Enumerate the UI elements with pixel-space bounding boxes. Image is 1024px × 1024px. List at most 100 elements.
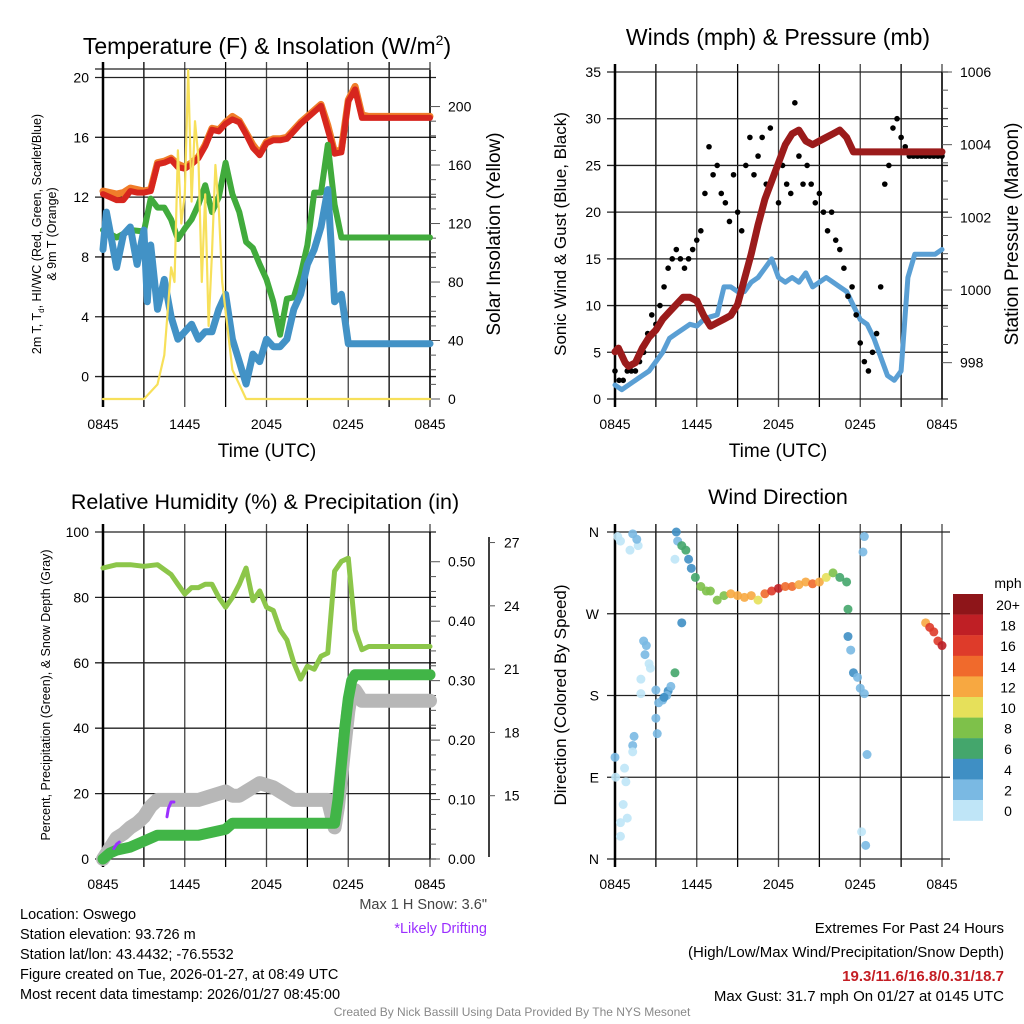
colorbar-label: 10 [1000,700,1016,716]
series-snow-depth [96,683,437,866]
direction-point [846,645,856,655]
direction-point [705,586,715,596]
series-heat-index-wind-chill [100,141,433,338]
gust-point [816,190,823,197]
direction-point [774,583,783,593]
direction-point [794,580,804,590]
gust-point [869,349,876,356]
chart-title: Temperature (F) & Insolation (W/m2) [83,32,451,59]
x-tick-label: 1445 [169,876,200,892]
gust-point [673,246,680,253]
x-axis-label: Time (UTC) [218,441,317,462]
series-sonic-wind [612,247,945,393]
direction-point [801,577,811,587]
gust-point [865,368,872,374]
y-tick-label: 0 [593,391,601,407]
colorbar-swatch [953,614,983,636]
x-tick-label: 1445 [169,416,200,432]
right-y-tick-label: 0.10 [448,792,475,808]
direction-point [814,577,824,587]
gust-point [669,256,676,262]
gust-point [751,171,757,178]
y-tick-label: 40 [73,720,89,736]
gust-point [890,125,896,131]
direction-point [670,668,680,678]
direction-point [652,729,662,739]
right-y-tick-label: 80 [448,274,464,290]
right-y-tick-label: 200 [448,99,472,115]
colorbar-swatch [953,697,983,718]
direction-point [780,582,790,591]
colorbar-swatch [953,738,983,759]
direction-point [843,604,853,614]
gust-point [841,265,847,272]
series-station-pressure [611,126,946,370]
gust-point [628,368,635,374]
x-tick-label: 1445 [681,876,712,892]
gust-point [796,153,802,159]
direction-point [853,672,863,682]
direction-point [842,577,852,587]
gust-point [616,377,622,384]
x-tick-label: 1445 [681,416,712,432]
direction-point [621,777,631,787]
series-2m-temp [100,86,433,204]
colorbar-label: 6 [1004,741,1012,757]
x-tick-label: 0845 [599,416,630,432]
direction-point [859,689,869,699]
direction-point [622,813,632,823]
extremes-subtitle: (High/Low/Max Wind/Precipitation/Snow De… [688,944,1004,961]
direction-point [629,731,639,741]
y-axis-label: Percent, Precipitation (Green), & Snow D… [39,549,53,840]
direction-tick-label: W [586,606,600,622]
y-tick-label: 20 [585,204,601,220]
direction-tick-label: S [590,688,599,704]
direction-point [690,572,700,582]
direction-point [828,568,838,578]
gust-point [620,377,626,384]
direction-point [684,554,694,564]
direction-point [857,827,867,837]
direction-point [733,591,743,601]
direction-point [712,595,722,605]
x-tick-label: 0245 [845,416,876,432]
gust-point [787,190,794,197]
gust-point [730,171,737,178]
x-axis-label: Time (UTC) [729,441,828,462]
gust-point [734,209,741,215]
max-snow-text: Max 1 H Snow: 3.6" [359,897,487,913]
right-y-tick-label: 0 [448,391,456,407]
gust-point [702,190,708,197]
right-y-tick-label: 120 [448,216,472,232]
credit-text: Created By Nick Bassill Using Data Provi… [333,1005,691,1019]
direction-point [666,681,676,691]
direction-point [808,579,818,589]
gust-point [693,237,700,243]
direction-point [861,840,871,850]
y-tick-label: 20 [73,786,89,802]
colorbar-swatch [953,676,983,698]
gust-point [714,162,720,169]
gust-point [657,302,663,309]
gust-point [767,125,774,131]
gust-point [755,153,761,159]
direction-point [618,800,628,809]
gust-point [738,228,745,234]
gust-point [665,265,671,272]
x-tick-label: 0845 [926,876,957,892]
gust-point [632,368,639,374]
direction-point [821,572,831,582]
direction-point [640,650,650,660]
direction-point [746,591,756,601]
series-likely-drifting [112,840,121,850]
gust-point [853,312,859,318]
gust-point [759,134,765,141]
gust-point [886,162,892,169]
x-tick-label: 0245 [845,876,876,892]
direction-point [625,545,635,555]
max-gust-text: Max Gust: 31.7 mph On 01/27 at 0145 UTC [713,988,1004,1005]
colorbar-label: 2 [1004,782,1012,798]
created-text: Figure created on Tue, 2026-01-27, at 08… [20,967,339,983]
series-solar-insolation [101,68,432,401]
colorbar-swatch [953,717,983,739]
